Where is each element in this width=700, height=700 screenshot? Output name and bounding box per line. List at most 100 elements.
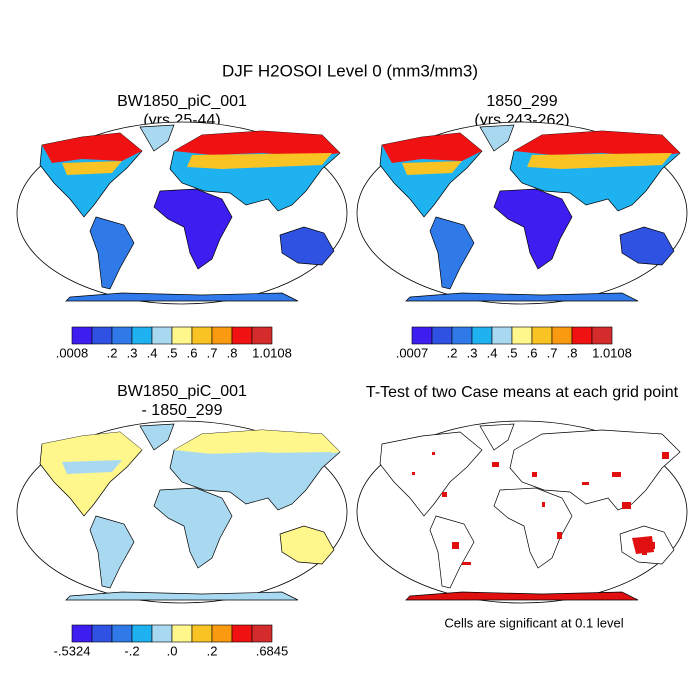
colorbar-box xyxy=(171,624,193,643)
land xyxy=(405,292,639,302)
map xyxy=(16,420,348,604)
significant-cell xyxy=(557,532,562,539)
significant-cell xyxy=(412,472,415,475)
land xyxy=(279,226,335,266)
land xyxy=(479,124,515,152)
colorbar-box xyxy=(511,326,533,345)
land-band xyxy=(62,153,332,175)
colorbar-label: .3 xyxy=(127,345,138,360)
colorbar-box xyxy=(171,326,193,345)
panel-title: 1850_299 xyxy=(486,93,557,110)
colorbar-box xyxy=(131,326,153,345)
colorbar-label: .2 xyxy=(207,643,218,658)
colorbar-label: .4 xyxy=(147,345,158,360)
significant-cell xyxy=(542,502,545,507)
significant-cell xyxy=(432,452,435,455)
colorbar-box xyxy=(131,624,153,643)
significant-cell xyxy=(462,562,471,565)
colorbar-label: .3 xyxy=(467,345,478,360)
map xyxy=(356,420,688,604)
colorbar-label: .8 xyxy=(227,345,238,360)
colorbar-box xyxy=(551,326,573,345)
significant-cell xyxy=(622,502,631,509)
map xyxy=(356,121,688,305)
significant-cell xyxy=(612,472,621,477)
significant-cell xyxy=(652,542,655,549)
colorbar-box xyxy=(231,326,253,345)
colorbar-label: .5 xyxy=(167,345,178,360)
colorbar-box xyxy=(91,624,113,643)
significant-cell xyxy=(492,462,499,467)
colorbar-box xyxy=(251,624,273,643)
colorbar-label: -.5324 xyxy=(54,643,91,658)
colorbar-label: .7 xyxy=(547,345,558,360)
colorbar-box xyxy=(471,326,493,345)
colorbar-box xyxy=(571,326,593,345)
land xyxy=(65,591,299,601)
significant-cell xyxy=(442,492,447,497)
land xyxy=(429,515,475,589)
land xyxy=(405,591,639,601)
colorbar-box xyxy=(191,624,213,643)
panel-title: BW1850_piC_001 xyxy=(117,93,247,110)
land-band xyxy=(402,153,672,175)
note: Cells are significant at 0.1 level xyxy=(444,615,623,630)
colorbar-box xyxy=(91,326,113,345)
colorbar-box xyxy=(111,326,133,345)
map xyxy=(16,121,348,305)
colorbar-label: .4 xyxy=(487,345,498,360)
colorbar-box xyxy=(191,326,213,345)
colorbar-label: .0007 xyxy=(396,345,429,360)
land xyxy=(493,487,573,569)
land xyxy=(89,515,135,589)
land xyxy=(619,226,675,266)
land xyxy=(139,423,175,451)
colorbar-box xyxy=(251,326,273,345)
significant-cell xyxy=(532,472,537,477)
colorbar-label: .0 xyxy=(167,643,178,658)
colorbar-label: 1.0108 xyxy=(252,345,292,360)
colorbar-box xyxy=(491,326,513,345)
land xyxy=(429,216,475,290)
land xyxy=(479,423,515,451)
land-band xyxy=(42,131,340,163)
land xyxy=(65,292,299,302)
significant-region xyxy=(632,536,654,554)
significant-cell xyxy=(452,542,459,549)
colorbar-label: -.2 xyxy=(124,643,139,658)
colorbar-label: .2 xyxy=(107,345,118,360)
colorbar-box xyxy=(71,624,93,643)
colorbar-label: .8 xyxy=(567,345,578,360)
land xyxy=(153,188,233,270)
colorbar-label: 1.0108 xyxy=(592,345,632,360)
colorbar-label: .0008 xyxy=(56,345,89,360)
colorbar-box xyxy=(151,624,173,643)
colorbar-label: .2 xyxy=(447,345,458,360)
land-band xyxy=(382,131,680,163)
colorbar-box xyxy=(211,624,233,643)
colorbar-label: .7 xyxy=(207,345,218,360)
colorbar-label: .6 xyxy=(527,345,538,360)
land xyxy=(89,216,135,290)
panel-title: - 1850_299 xyxy=(142,402,223,419)
significant-cell xyxy=(662,452,669,459)
land xyxy=(493,188,573,270)
colorbar-box xyxy=(151,326,173,345)
colorbar-box xyxy=(231,624,253,643)
land-band xyxy=(42,430,340,462)
land xyxy=(279,525,335,565)
colorbar-box xyxy=(531,326,553,345)
colorbar-label: .6845 xyxy=(256,643,289,658)
panel-title: T-Test of two Case means at each grid po… xyxy=(366,384,679,401)
colorbar-box xyxy=(211,326,233,345)
colorbar-label: .6 xyxy=(187,345,198,360)
colorbar-box xyxy=(591,326,613,345)
land xyxy=(139,124,175,152)
colorbar-box xyxy=(71,326,93,345)
land xyxy=(153,487,233,569)
colorbar-label: .5 xyxy=(507,345,518,360)
figure-title: DJF H2OSOI Level 0 (mm3/mm3) xyxy=(222,61,478,80)
colorbar-box xyxy=(451,326,473,345)
